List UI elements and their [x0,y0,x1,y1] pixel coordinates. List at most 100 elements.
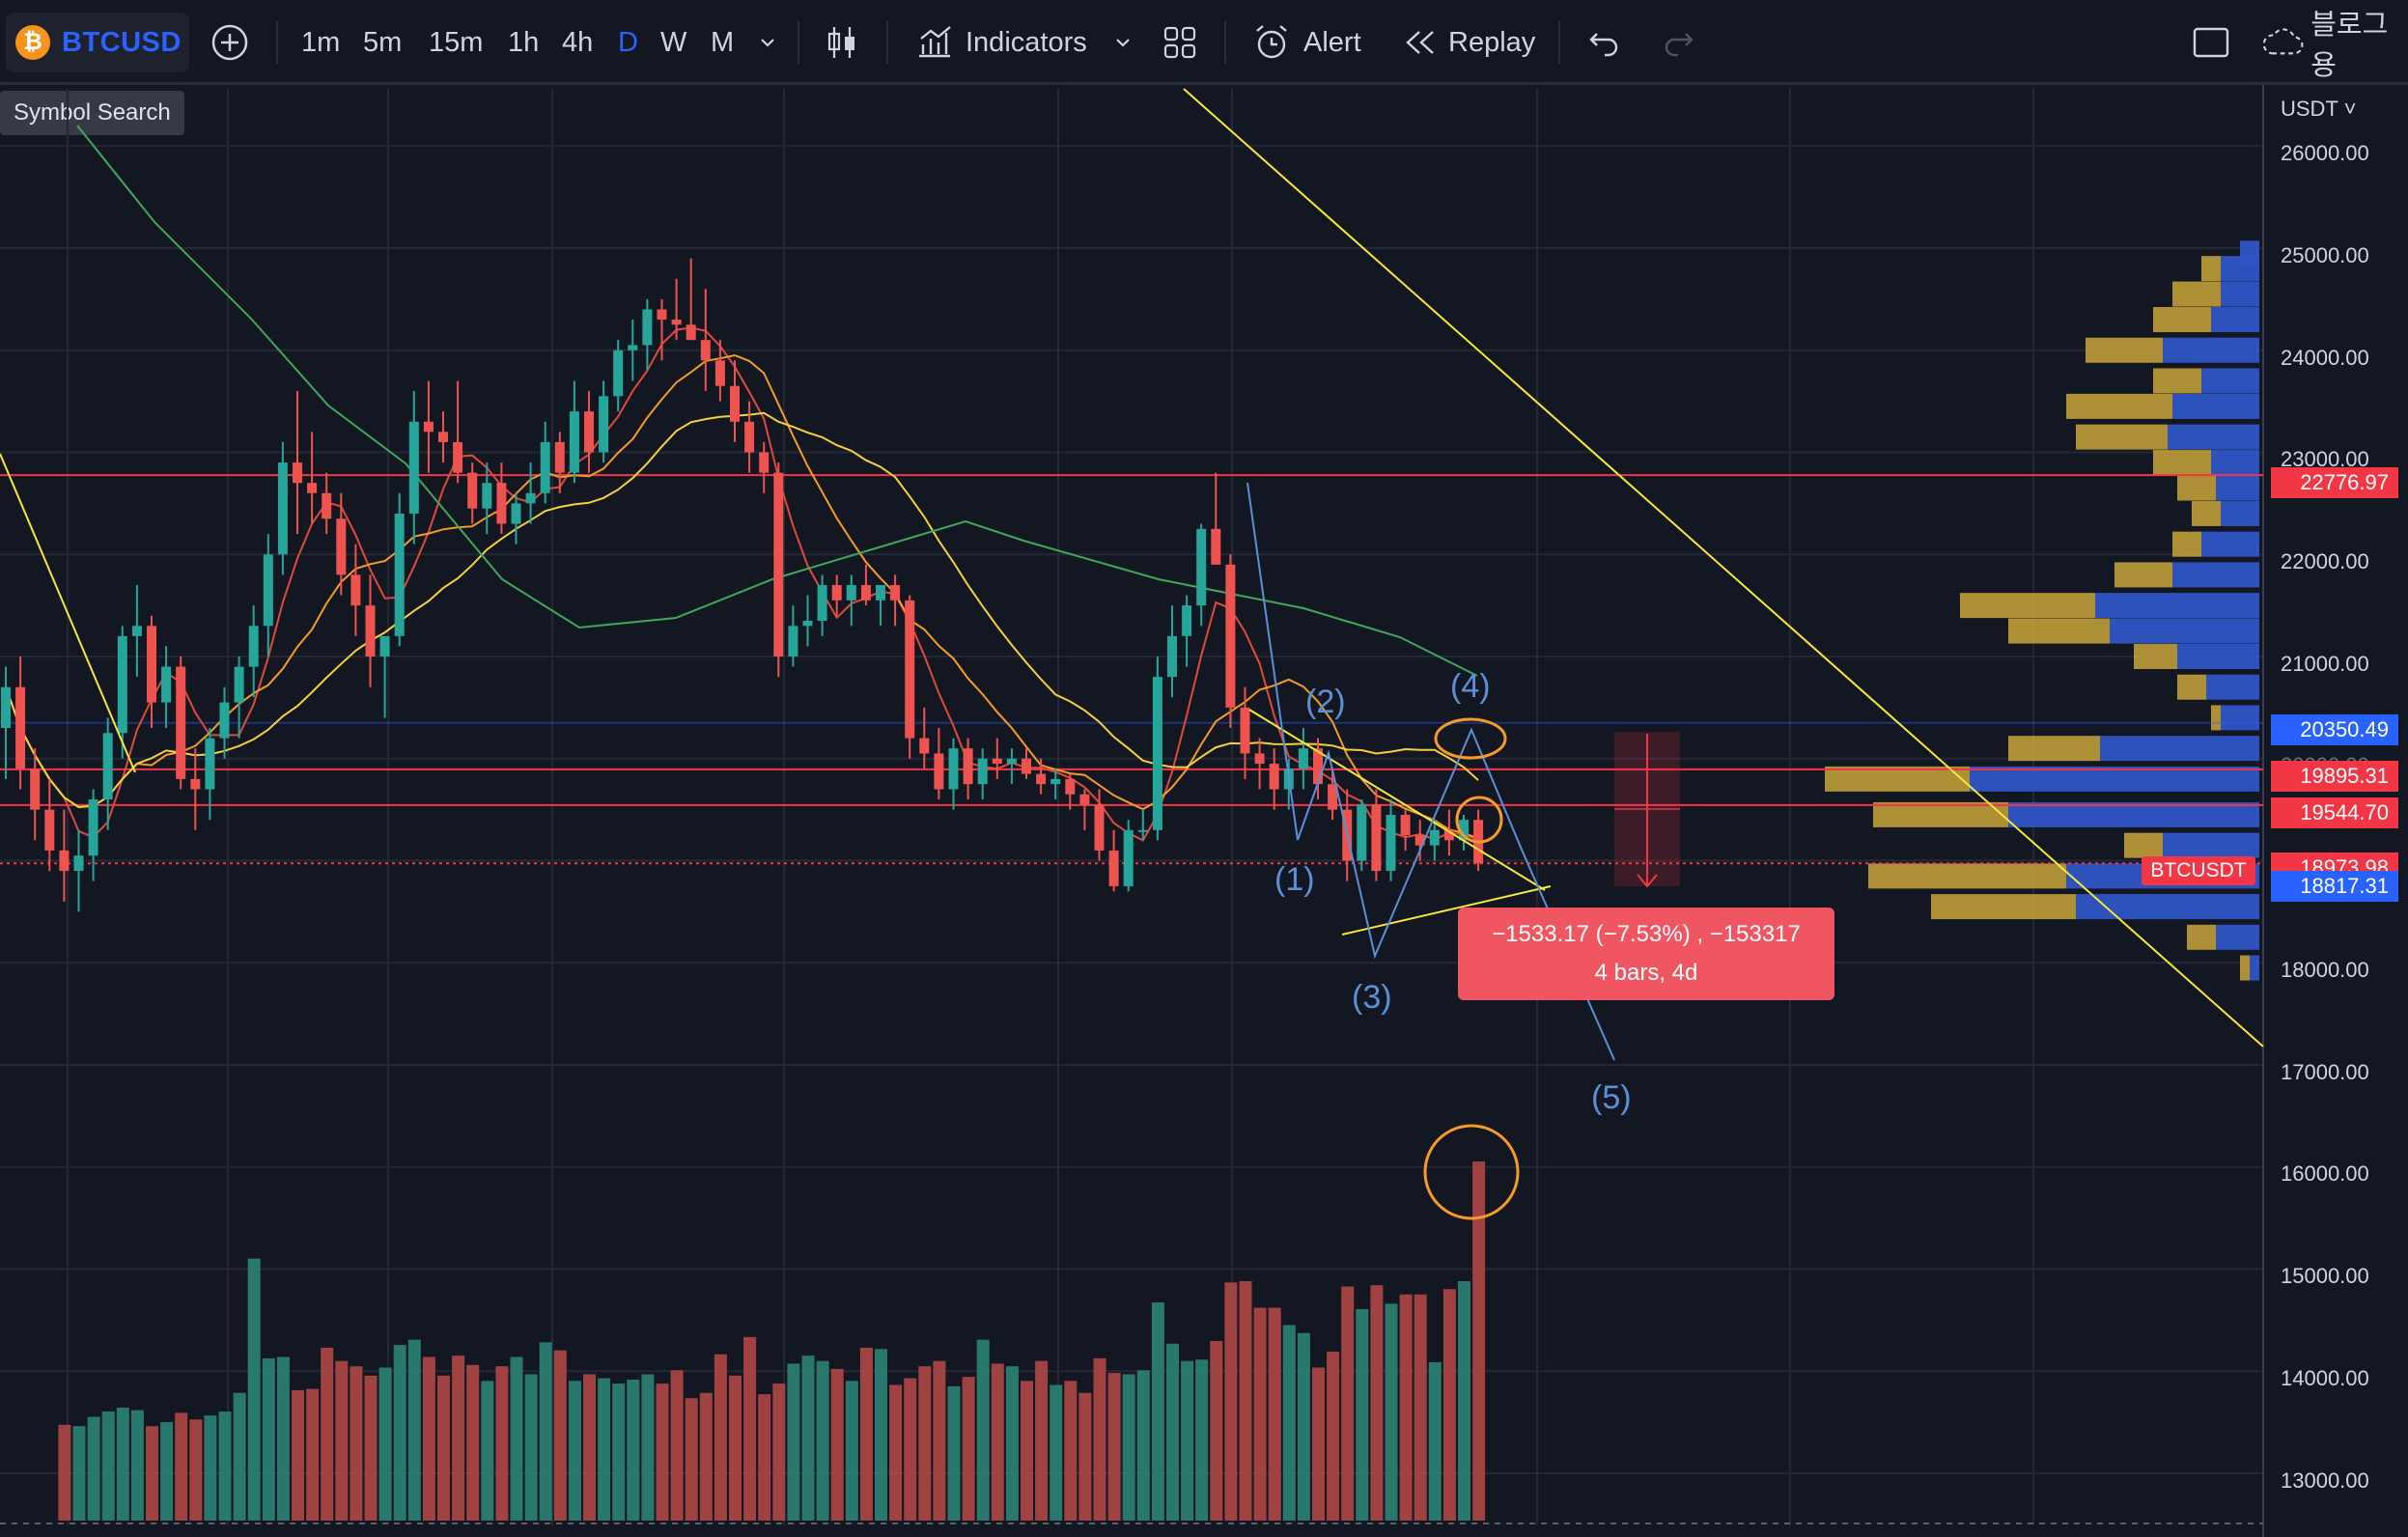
volume-bar [247,1258,261,1521]
alert-button[interactable]: Alert [1251,0,1361,85]
volume-bar [1341,1286,1355,1521]
trendline [1183,88,2264,1048]
candle-body [525,492,536,504]
candle-body [860,584,871,601]
volume-bar [816,1360,829,1521]
candle-body [1459,820,1469,841]
volume-bar [1253,1307,1267,1521]
volume-profile-sell [2008,618,2110,644]
undo-button[interactable] [1587,0,1622,85]
volume-profile-sell [2177,475,2216,501]
candle-body [1050,778,1061,785]
candle-body [599,396,609,453]
candle-body [248,626,259,667]
candle-body [1225,564,1236,708]
candle-body [584,411,594,453]
volume-bar [612,1383,626,1521]
candle-body [176,666,186,779]
interval-4h[interactable]: 4h [562,0,593,85]
interval-15m[interactable]: 15m [429,0,483,85]
chevron-down-icon [1116,39,1130,47]
candle-body [1240,707,1250,754]
chart-type-button[interactable] [823,0,861,85]
volume-bar [1064,1381,1078,1521]
indicators-dropdown[interactable] [1112,0,1134,85]
volume-bar [393,1345,406,1521]
volume-bar [1021,1381,1033,1521]
candle-body [919,738,930,754]
volume-bar [189,1419,203,1521]
compare-add-button[interactable] [209,0,251,85]
candle-body [1386,814,1396,872]
candle-body [744,421,755,453]
candle-body [1269,764,1279,790]
candle-body [1022,758,1031,774]
bitcoin-coin-icon: ₿ [15,25,50,60]
candle-body [671,320,682,325]
symbol-search-button[interactable]: ₿ BTCUSD [6,13,189,72]
volume-bar [962,1377,975,1521]
indicators-chart-icon [919,26,951,58]
volume-bar [830,1368,844,1521]
volume-profile-sell [2066,393,2172,419]
interval-1m[interactable]: 1m [301,0,340,85]
volume-profile-buy [2110,618,2259,644]
currency-selector[interactable]: USDT ˅ [2281,97,2357,121]
interval-d[interactable]: D [618,0,638,85]
volume-bar [1005,1366,1019,1521]
fullscreen-button[interactable] [2192,0,2230,85]
interval-w[interactable]: W [660,0,686,85]
volume-profile-buy [2008,801,2259,827]
volume-bar [481,1381,494,1521]
candle-body [190,778,201,790]
price-range-measure[interactable]: −1533.17 (−7.53%) , −153317 4 bars, 4d [1458,908,1834,1000]
elliott-wave-label: (2) [1305,684,1346,720]
interval-dropdown[interactable] [757,0,778,85]
candle-body [1298,748,1308,769]
price-tick: 25000.00 [2281,243,2369,267]
interval-label: 1h [508,26,540,58]
triangle-lower-line [1341,885,1552,936]
candle-body [831,584,842,601]
moving-average-line [5,411,1479,809]
series-label: BTCUSDT [2142,856,2255,885]
layout-button[interactable] [1162,0,1197,85]
volume-profile-buy [2100,736,2259,762]
volume-bar [1399,1294,1413,1521]
volume-profile-sell [1873,801,2008,827]
candle-body [131,626,142,636]
volume-profile-sell [2172,531,2201,557]
volume-bar [918,1366,932,1521]
volume-bar [378,1367,392,1521]
candle-body [1313,748,1323,785]
replay-button[interactable]: Replay [1402,0,1535,85]
volume-profile-sell [2187,924,2216,950]
candle-body [1400,814,1411,836]
highlight-circle [1423,1124,1520,1220]
candle-body [1443,829,1454,841]
candlestick-icon [827,27,854,58]
volume-bar [875,1349,887,1521]
volume-bar [510,1356,523,1521]
volume-bar [1282,1325,1296,1521]
volume-profile-buy [2163,832,2259,858]
redo-button[interactable] [1661,0,1695,85]
interval-label: 15m [429,26,484,58]
volume-bar [772,1383,786,1521]
price-chart[interactable] [0,85,2408,1537]
interval-m[interactable]: M [711,0,734,85]
interval-5m[interactable]: 5m [363,0,402,85]
candle-body [496,483,507,524]
toolbar-divider [1224,21,1226,64]
cloud-save-button[interactable]: 블로그용 [2259,0,2408,85]
elliott-wave-label: (1) [1274,861,1315,898]
volume-bar [598,1378,611,1521]
volume-bar [627,1379,640,1521]
price-tag-level: 19895.31 [2271,761,2398,792]
volume-bar [976,1339,990,1521]
indicators-button[interactable]: Indicators [913,0,1087,85]
volume-profile-sell [2086,337,2163,363]
volume-bar [146,1426,158,1521]
candle-body [1006,758,1017,765]
interval-1h[interactable]: 1h [508,0,539,85]
